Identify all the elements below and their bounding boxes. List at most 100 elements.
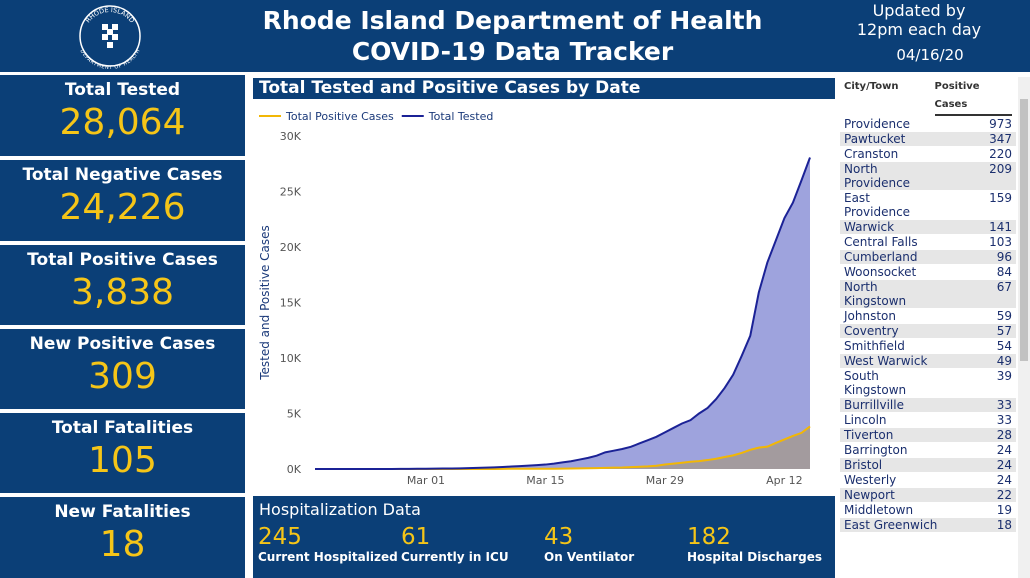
positive-cases: 220 [989, 147, 1012, 161]
city-name: Pawtucket [844, 132, 906, 146]
city-name: Cranston [844, 147, 899, 161]
city-name: Warwick [844, 220, 895, 234]
table-row: North Providence 209 [840, 161, 1016, 190]
logo-text: DEPARTMENT OF HEALTH [79, 48, 142, 70]
y-axis-label: Tested and Positive Cases [258, 225, 272, 381]
hosp-item: 43 On Ventilator [544, 524, 634, 564]
positive-cases: 19 [996, 503, 1012, 517]
table-row: Johnston 59 [840, 308, 1016, 323]
positive-cases: 347 [989, 132, 1012, 146]
table-row: Bristol 24 [840, 457, 1016, 472]
table-body: Providence 973 Pawtucket 347 Cranston 220 Nort… [840, 116, 1016, 532]
city-name: South Kingstown [844, 369, 907, 397]
area-fill [315, 157, 810, 469]
x-tick-label: Mar 29 [646, 474, 684, 487]
positive-cases: 24 [996, 473, 1012, 487]
positive-cases: 22 [996, 488, 1012, 502]
y-tick-label: 20K [280, 241, 302, 254]
column-header[interactable]: City/Town [844, 81, 899, 92]
scrollbar-thumb[interactable] [1020, 99, 1028, 361]
scrollbar[interactable] [1018, 77, 1030, 578]
y-tick-label: 25K [280, 186, 302, 199]
table-row: Lincoln 33 [840, 412, 1016, 427]
city-name: North Providence [844, 162, 911, 190]
kpi-label: Total Tested [64, 80, 181, 100]
logo-ring [79, 5, 141, 67]
x-tick-label: Mar 01 [407, 474, 445, 487]
hosp-label: Current Hospitalized [258, 550, 398, 564]
city-name: North Kingstown [844, 280, 907, 308]
chart-title: Total Tested and Positive Cases by Date [253, 78, 835, 99]
table-row: Central Falls 103 [840, 234, 1016, 249]
kpi-value: 18 [99, 524, 146, 565]
series-line [315, 157, 811, 470]
positive-cases: 18 [996, 518, 1012, 532]
hospitalization-panel: Hospitalization Data 245 Current Hospital… [253, 496, 835, 578]
chart: 0K 5K 10K 15K 20K 25K 30K Tested and Positive C… [258, 110, 811, 487]
y-tick-label: 30K [280, 130, 302, 143]
positive-cases: 973 [989, 117, 1012, 131]
table-row: Newport 22 [840, 487, 1016, 502]
title: Rhode Island Department of Health COVID-… [200, 5, 825, 67]
kpi-card: Total Tested 28,064 [0, 75, 245, 156]
table-row: Cranston 220 [840, 146, 1016, 161]
positive-cases: 103 [989, 235, 1012, 249]
kpi-card: New Fatalities 18 [0, 497, 245, 578]
table-row: Pawtucket 347 [840, 131, 1016, 146]
positive-cases: 59 [996, 309, 1012, 323]
table-row: Coventry 57 [840, 323, 1016, 338]
positive-cases: 33 [996, 398, 1012, 412]
kpi-card: Total Positive Cases 3,838 [0, 245, 245, 325]
city-name: Tiverton [844, 428, 894, 442]
city-name: Bristol [844, 458, 883, 472]
table-row: Tiverton 28 [840, 427, 1016, 442]
table-row: South Kingstown 39 [840, 368, 1016, 397]
positive-cases: 28 [996, 428, 1012, 442]
positive-cases: 141 [989, 220, 1012, 234]
kpi-value: 28,064 [59, 102, 186, 143]
y-tick-label: 15K [280, 297, 302, 310]
positive-cases: 57 [996, 324, 1012, 338]
positive-cases: 49 [996, 354, 1012, 368]
city-name: Johnston [844, 309, 896, 323]
kpi-label: Total Fatalities [51, 418, 194, 438]
table-row: Cumberland 96 [840, 249, 1016, 264]
positive-cases: 24 [996, 458, 1012, 472]
logo-mark [102, 24, 118, 48]
table-header: City/Town Positive Cases [840, 77, 1016, 116]
table-row: Smithfield 54 [840, 338, 1016, 353]
update-date: 04/16/20 [896, 46, 964, 64]
city-name: East Providence [844, 191, 911, 219]
hosp-value: 61 [401, 524, 431, 550]
hosp-value: 43 [544, 524, 574, 550]
table-row: West Warwick 49 [840, 353, 1016, 368]
table-row: Burrillville 33 [840, 397, 1016, 412]
city-name: Westerly [844, 473, 897, 487]
kpi-card: Total Negative Cases 24,226 [0, 160, 245, 241]
legend-label: Total Tested [428, 110, 494, 123]
legend-label: Total Positive Cases [285, 110, 394, 123]
city-name: East Greenwich [844, 518, 938, 532]
table-row: Middletown 19 [840, 502, 1016, 517]
y-tick-label: 5K [287, 408, 302, 421]
positive-cases: 54 [996, 339, 1012, 353]
table-row: North Kingstown 67 [840, 279, 1016, 308]
city-table: City/Town Positive Cases Providence 973 Pa… [840, 77, 1016, 578]
positive-cases: 67 [996, 280, 1012, 294]
hosp-item: 182 Hospital Discharges [687, 524, 822, 564]
positive-cases: 24 [996, 443, 1012, 457]
column-header[interactable]: Positive Cases [934, 78, 1012, 116]
hospitalization-title: Hospitalization Data [259, 500, 421, 519]
table-row: East Providence 159 [840, 190, 1016, 219]
city-name: Woonsocket [844, 265, 917, 279]
kpi-card: New Positive Cases 309 [0, 329, 245, 409]
kpi-value: 309 [88, 356, 157, 397]
update-note: Updated by 12pm each day [856, 1, 982, 39]
table-row: East Greenwich 18 [840, 517, 1016, 532]
city-name: Central Falls [844, 235, 918, 249]
positive-cases: 39 [996, 369, 1012, 383]
kpi-label: Total Positive Cases [27, 250, 218, 270]
table-row: Providence 973 [840, 116, 1016, 131]
x-tick-label: Mar 15 [526, 474, 564, 487]
